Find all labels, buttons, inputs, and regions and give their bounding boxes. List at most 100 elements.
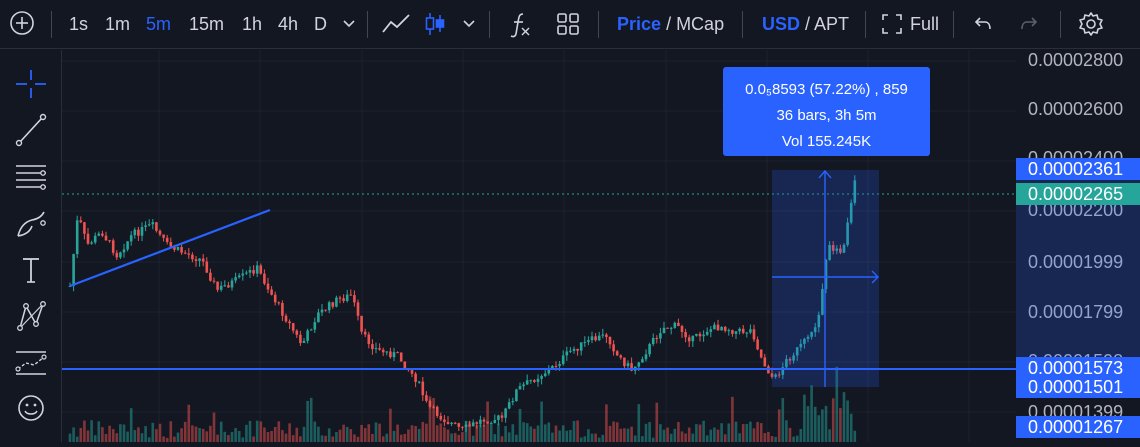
interval-dropdown-button[interactable]	[342, 10, 356, 38]
trend-line-tool-button[interactable]	[12, 112, 50, 148]
candle-body	[381, 349, 385, 353]
volume-bar	[770, 436, 774, 442]
volume-bar	[554, 425, 558, 442]
volume-bar	[615, 422, 619, 442]
pattern-tool-button[interactable]	[12, 298, 50, 334]
price-chart[interactable]	[62, 50, 1016, 442]
forecast-tool-button[interactable]	[12, 345, 50, 381]
drawing-toolbar	[0, 50, 62, 442]
volume-bar	[284, 433, 288, 442]
candle-body	[410, 370, 414, 374]
price-mcap-toggle[interactable]: Price / MCap	[617, 10, 724, 38]
currency-toggle[interactable]: USD / APT	[762, 10, 849, 38]
layouts-button[interactable]	[556, 10, 580, 38]
volume-bar	[493, 434, 497, 442]
candle-body	[788, 358, 792, 361]
text-tool-button[interactable]	[12, 252, 50, 288]
volume-bar	[389, 408, 392, 442]
candle-body	[101, 233, 104, 236]
candle-body	[594, 336, 597, 341]
trend-line-drawing[interactable]	[69, 208, 271, 288]
candle-body	[320, 309, 324, 313]
interval-1s[interactable]: 1s	[69, 14, 89, 34]
candle-body	[306, 330, 309, 341]
volume-bar	[335, 432, 338, 442]
volume-bar	[468, 421, 471, 442]
volume-bar	[597, 437, 601, 442]
line-chart-type-button[interactable]	[382, 10, 410, 38]
mcap-toggle-label[interactable]: / MCap	[666, 14, 725, 34]
candle-body	[774, 374, 777, 377]
candle-body	[309, 329, 313, 331]
volume-bar	[349, 429, 353, 442]
brush-tool-button[interactable]	[12, 206, 50, 242]
toolbar-divider	[367, 11, 368, 38]
interval-1h[interactable]: 1h	[242, 14, 263, 34]
candles-chart-type-button[interactable]	[424, 10, 446, 38]
price-axis[interactable]: 0.00002800 0.00002600 0.00002400 0.00002…	[1016, 50, 1140, 442]
interval-15m[interactable]: 15m	[189, 14, 225, 34]
volume-bar	[417, 428, 421, 442]
candle-body	[75, 220, 79, 255]
volume-bar	[119, 424, 122, 442]
volume-bar	[777, 409, 781, 442]
candle-body	[461, 426, 464, 428]
price-range-arrow-head	[818, 169, 832, 179]
volume-bar	[673, 428, 677, 442]
volume-bar	[414, 426, 417, 442]
add-symbol-button[interactable]	[9, 10, 35, 38]
interval-d[interactable]: D	[314, 14, 327, 34]
interval-1m[interactable]: 1m	[105, 14, 131, 34]
candle-body	[803, 338, 806, 344]
chart-type-dropdown-button[interactable]	[462, 10, 476, 38]
volume-bar	[205, 431, 209, 442]
volume-bar	[576, 420, 579, 442]
candle-body	[612, 344, 615, 352]
candle-body	[543, 373, 547, 377]
candle-body	[669, 327, 673, 329]
undo-button[interactable]	[972, 10, 992, 38]
interval-4h[interactable]: 4h	[278, 14, 299, 34]
settings-button[interactable]	[1078, 10, 1104, 38]
candle-body	[597, 335, 601, 341]
apt-toggle-label[interactable]: / APT	[805, 14, 850, 34]
redo-button[interactable]	[1020, 10, 1040, 38]
candle-body	[180, 247, 183, 253]
volume-bar	[723, 434, 727, 442]
candle-body	[781, 367, 785, 375]
emoji-tool-button[interactable]	[12, 390, 50, 426]
candle-body	[605, 334, 608, 338]
crosshair-tool-button[interactable]	[12, 66, 50, 102]
candle-body	[547, 368, 551, 374]
chart-pane[interactable]	[62, 50, 1016, 442]
indicators-button[interactable]	[509, 10, 531, 38]
volume-bar	[227, 435, 230, 442]
candle-body	[273, 294, 277, 303]
volume-bar	[302, 426, 306, 442]
interval-5m[interactable]: 5m	[146, 14, 172, 34]
candle-body	[698, 333, 702, 337]
candle-body	[504, 408, 507, 418]
fib-tool-button[interactable]	[12, 159, 50, 195]
candle-body	[648, 344, 651, 355]
volume-bar	[817, 415, 821, 442]
candle-body	[129, 235, 133, 242]
candle-body	[583, 341, 587, 343]
price-toggle-label[interactable]: Price	[617, 14, 662, 34]
volume-bar	[500, 436, 504, 442]
candle-body	[529, 380, 533, 382]
volume-bar	[122, 424, 126, 442]
usd-toggle-label[interactable]: USD	[762, 14, 801, 34]
candle-body	[554, 365, 558, 367]
volume-bar	[504, 425, 507, 442]
volume-bar	[637, 404, 641, 442]
volume-bar	[115, 433, 119, 442]
volume-bar	[306, 400, 309, 442]
fullscreen-button[interactable]: Full	[881, 10, 939, 38]
volume-bar	[666, 427, 669, 442]
candle-body	[489, 422, 493, 424]
candle-body	[500, 415, 504, 418]
candle-body	[684, 332, 687, 338]
toolbar-divider	[865, 11, 866, 38]
candle-body	[338, 297, 342, 299]
